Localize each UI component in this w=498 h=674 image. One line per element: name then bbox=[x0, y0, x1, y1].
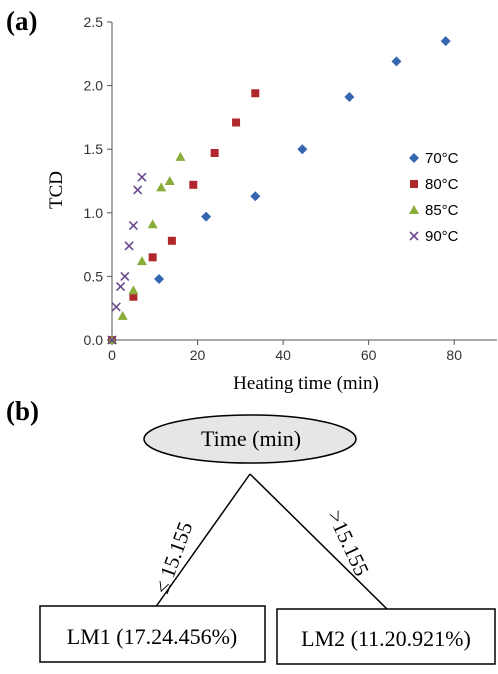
y-tick-label: 2.0 bbox=[84, 78, 104, 94]
y-tick-label: 1.0 bbox=[84, 205, 104, 221]
legend-label: 70°C bbox=[425, 150, 459, 167]
right-branch-label: >15.155 bbox=[323, 506, 374, 579]
data-point-diamond bbox=[201, 211, 212, 222]
legend-label: 90°C bbox=[425, 228, 459, 245]
y-tick-label: 0.0 bbox=[84, 332, 104, 348]
legend-label: 80°C bbox=[425, 176, 459, 193]
data-point-diamond bbox=[344, 92, 355, 103]
left-leaf-node bbox=[39, 605, 266, 663]
data-point-square bbox=[129, 292, 138, 301]
right-leaf-label: LM2 (11.20.921%) bbox=[301, 626, 471, 651]
legend: 70°C 80°C 85°C 90°C bbox=[409, 150, 459, 245]
data-point-diamond bbox=[391, 56, 402, 67]
data-point-triangle bbox=[128, 285, 139, 295]
y-tick-label: 0.5 bbox=[84, 268, 104, 284]
data-point-triangle bbox=[175, 151, 186, 161]
data-point-x bbox=[137, 172, 147, 182]
panel-a-label: (a) bbox=[6, 6, 37, 36]
legend-label: 85°C bbox=[425, 202, 459, 219]
legend-marker bbox=[409, 153, 419, 163]
x-axis-title: Heating time (min) bbox=[233, 373, 379, 394]
model-tree: Time (min) ≤ 15.155 >15.155 LM1 (17.24.4… bbox=[39, 414, 496, 665]
panel-b-label: (b) bbox=[6, 396, 39, 426]
data-point-diamond bbox=[250, 191, 261, 202]
axis-ticks: 0.0 0.5 1.0 1.5 2.0 2.5 0 20 40 60 80 bbox=[84, 14, 463, 363]
data-point-diamond bbox=[440, 36, 451, 47]
data-point-triangle bbox=[117, 310, 128, 320]
root-node bbox=[143, 414, 357, 464]
data-point-square bbox=[232, 118, 241, 127]
x-tick-label: 0 bbox=[108, 347, 116, 363]
data-point-square bbox=[251, 89, 260, 98]
x-tick-label: 60 bbox=[361, 347, 377, 363]
data-point-triangle bbox=[147, 219, 158, 229]
x-tick-label: 20 bbox=[190, 347, 206, 363]
data-point-square bbox=[210, 149, 219, 158]
right-leaf-node bbox=[276, 608, 496, 665]
y-axis-title: TCD bbox=[46, 171, 67, 209]
left-branch-line bbox=[154, 473, 251, 609]
data-point-diamond bbox=[297, 144, 308, 155]
data-point-triangle bbox=[156, 182, 167, 192]
data-point-x bbox=[133, 185, 143, 195]
y-tick-label: 2.5 bbox=[84, 14, 104, 30]
x-tick-label: 40 bbox=[275, 347, 291, 363]
data-point-x bbox=[120, 271, 130, 281]
data-points bbox=[107, 36, 451, 345]
legend-marker bbox=[409, 231, 419, 241]
x-tick-label: 80 bbox=[446, 347, 462, 363]
data-point-square bbox=[167, 236, 176, 245]
right-branch-line bbox=[249, 473, 389, 611]
left-leaf-label: LM1 (17.24.456%) bbox=[67, 624, 237, 649]
data-point-x bbox=[111, 302, 121, 312]
y-tick-label: 1.5 bbox=[84, 141, 104, 157]
legend-marker bbox=[410, 180, 418, 188]
data-point-x bbox=[128, 220, 138, 231]
scatter-chart: 0.0 0.5 1.0 1.5 2.0 2.5 0 20 40 60 80 70°C 80°C 85°C… bbox=[46, 14, 497, 394]
data-point-diamond bbox=[154, 273, 165, 284]
data-point-square bbox=[189, 180, 198, 189]
root-node-label: Time (min) bbox=[201, 426, 301, 451]
data-point-x bbox=[124, 241, 134, 251]
data-point-square bbox=[148, 253, 157, 262]
data-point-triangle bbox=[136, 256, 147, 266]
data-point-triangle bbox=[164, 176, 175, 185]
data-point-x bbox=[107, 335, 117, 345]
legend-marker bbox=[409, 205, 419, 214]
data-point-x bbox=[115, 282, 126, 292]
